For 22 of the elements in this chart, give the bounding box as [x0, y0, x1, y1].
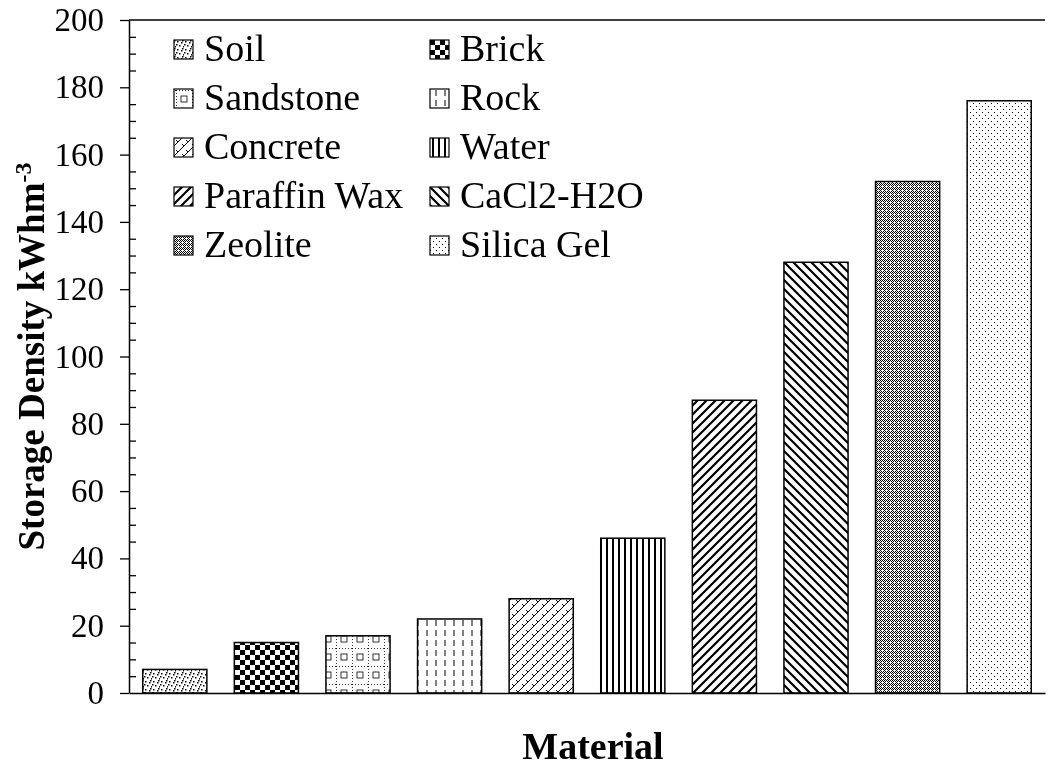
- y-tick-label: 160: [54, 136, 104, 173]
- legend-label: CaCl2-H2O: [460, 174, 644, 216]
- legend-label: Brick: [460, 27, 545, 69]
- legend-label: Sandstone: [204, 76, 361, 118]
- legend-label: Soil: [204, 27, 266, 69]
- y-tick-label: 40: [71, 540, 104, 577]
- x-axis-title: Material: [522, 725, 664, 766]
- y-tick-label: 0: [87, 675, 104, 712]
- y-tick-label: 20: [71, 607, 104, 644]
- y-tick-label: 120: [54, 271, 104, 308]
- y-tick-label: 80: [71, 405, 104, 442]
- legend-label: Zeolite: [204, 223, 312, 265]
- y-tick-label: 140: [54, 203, 104, 240]
- legend-label: Concrete: [204, 125, 342, 167]
- y-tick-label: 60: [71, 473, 104, 510]
- y-tick-label: 200: [54, 2, 104, 39]
- legend-label: Paraffin Wax: [204, 174, 404, 216]
- y-tick-label: 180: [54, 69, 104, 106]
- y-tick-label: 100: [54, 338, 104, 375]
- legend-label: Silica Gel: [460, 223, 611, 265]
- legend-label: Water: [460, 125, 551, 167]
- legend-label: Rock: [460, 76, 541, 118]
